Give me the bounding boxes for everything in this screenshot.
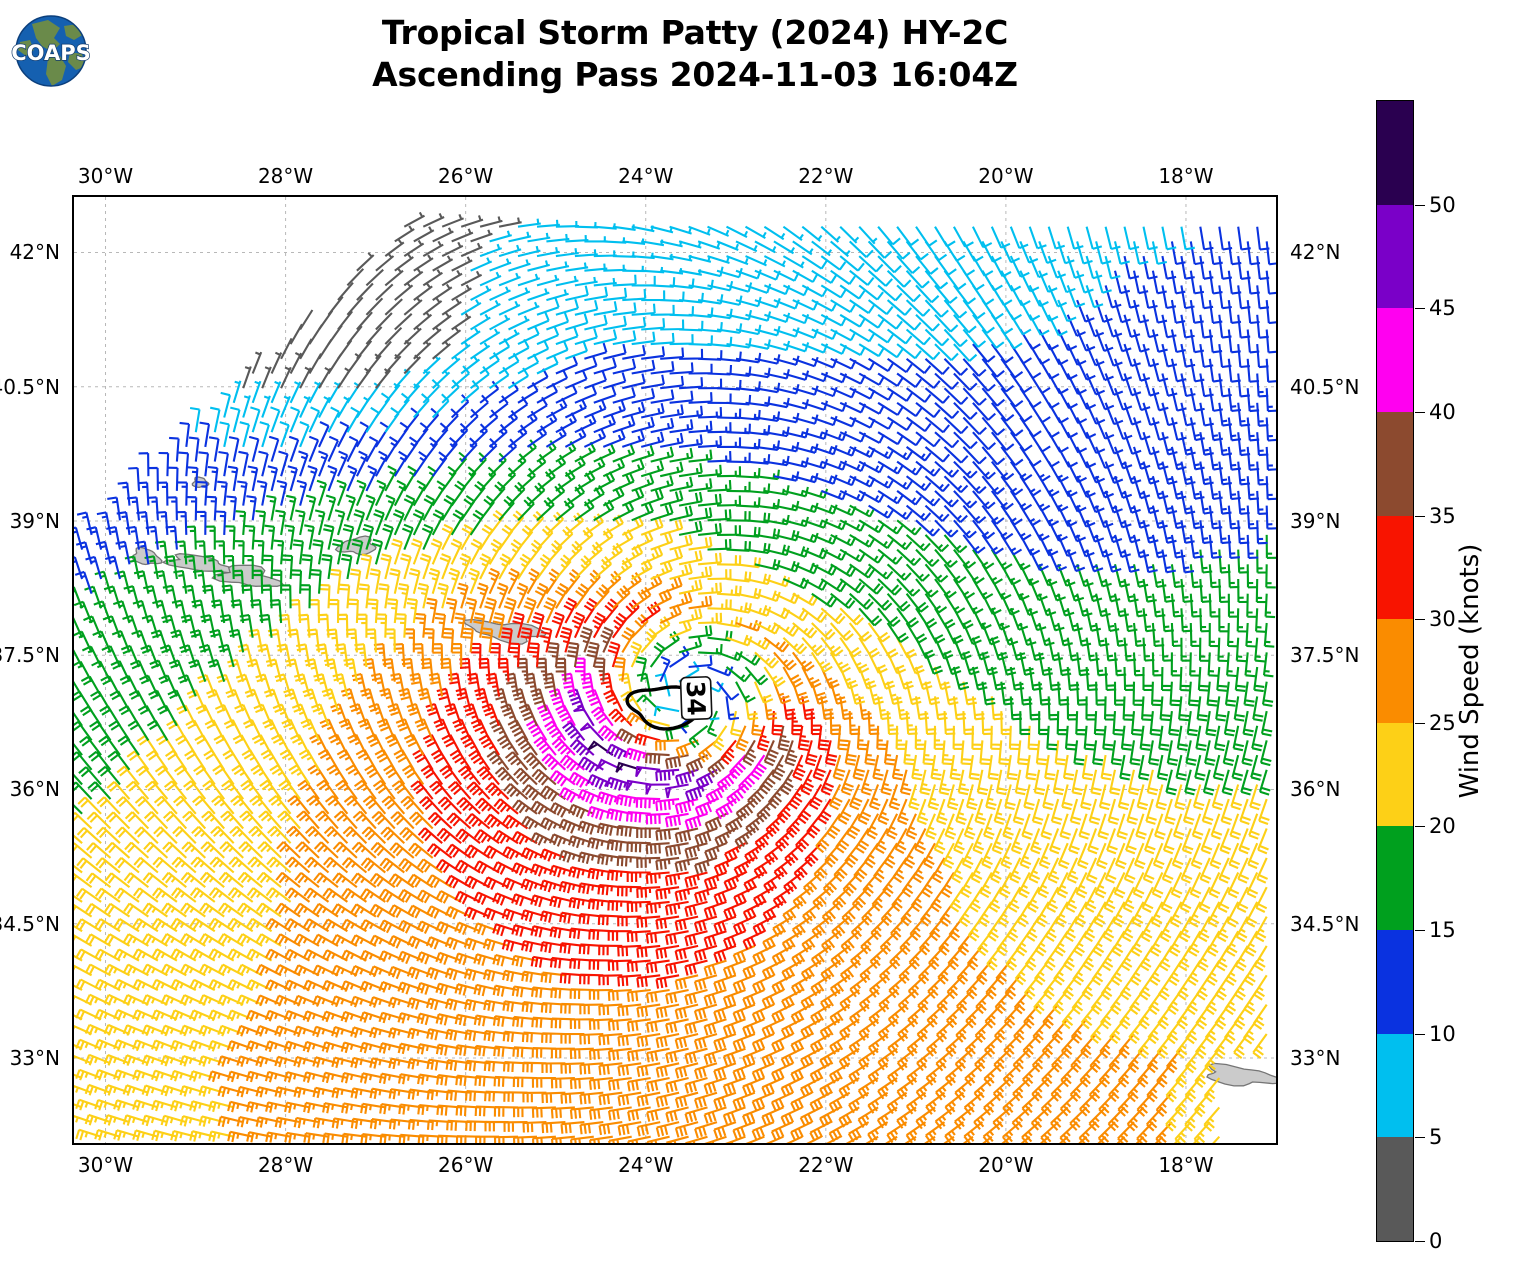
colorbar-tick-15 xyxy=(1415,930,1425,932)
colorbar-tick-label-0: 0 xyxy=(1429,1229,1443,1253)
title-line-1: Tropical Storm Patty (2024) HY-2C xyxy=(381,13,1009,52)
colorbar-segment-blue xyxy=(1377,930,1413,1034)
lat-tick-left-6: 33°N xyxy=(9,1045,60,1070)
figure-title: Tropical Storm Patty (2024) HY-2C Ascend… xyxy=(120,12,1270,96)
colorbar-tick-10 xyxy=(1415,1033,1425,1035)
lon-tick-bottom-3: 24°W xyxy=(618,1153,674,1177)
lon-tick-top-4: 22°W xyxy=(798,164,854,188)
map-plot-area: 34 xyxy=(72,195,1278,1145)
lat-tick-right-5: 34.5°N xyxy=(1290,911,1360,936)
lat-tick-right-2: 39°N xyxy=(1290,508,1341,533)
coaps-logo-text: COAPS xyxy=(11,41,90,65)
lat-tick-left-5: 34.5°N xyxy=(0,911,60,936)
colorbar-segment-green xyxy=(1377,826,1413,930)
lon-tick-bottom-6: 18°W xyxy=(1158,1153,1214,1177)
lon-tick-top-5: 20°W xyxy=(978,164,1034,188)
colorbar-tick-label-35: 35 xyxy=(1429,503,1456,528)
lon-tick-top-6: 18°W xyxy=(1158,164,1214,188)
colorbar-tick-label-30: 30 xyxy=(1429,607,1456,632)
lon-tick-top-3: 24°W xyxy=(618,164,674,188)
colorbar-tick-30 xyxy=(1415,619,1425,621)
colorbar-segment-purple xyxy=(1377,204,1413,309)
colorbar-tick-5 xyxy=(1415,1137,1425,1139)
lon-tick-bottom-5: 20°W xyxy=(978,1153,1034,1177)
colorbar-tick-label-45: 45 xyxy=(1429,296,1456,321)
colorbar-title: Wind Speed (knots) xyxy=(1455,543,1485,799)
colorbar-tick-label-5: 5 xyxy=(1429,1125,1443,1150)
colorbar-tick-label-40: 40 xyxy=(1429,399,1456,424)
colorbar-segment-red xyxy=(1377,515,1413,620)
colorbar-tick-25 xyxy=(1415,722,1425,724)
lon-tick-bottom-4: 22°W xyxy=(798,1153,854,1177)
lat-tick-right-3: 37.5°N xyxy=(1290,643,1360,668)
lat-tick-left-4: 36°N xyxy=(9,777,60,802)
colorbar-tick-label-50: 50 xyxy=(1429,192,1456,217)
wind-barb-field: 34 xyxy=(74,197,1276,1143)
lon-tick-bottom-0: 30°W xyxy=(77,1153,134,1177)
lon-tick-top-2: 26°W xyxy=(438,164,494,188)
colorbar-tick-label-15: 15 xyxy=(1429,918,1456,943)
colorbar-segment-dark-purple xyxy=(1377,101,1413,205)
colorbar-segment-orange xyxy=(1377,619,1413,723)
colorbar-segment-cyan xyxy=(1377,1033,1413,1138)
coaps-logo: COAPS xyxy=(8,8,94,94)
colorbar-tick-label-10: 10 xyxy=(1429,1021,1456,1046)
lat-tick-right-6: 33°N xyxy=(1290,1045,1341,1070)
landmass-polygons xyxy=(131,476,1276,1087)
lat-tick-left-2: 39°N xyxy=(9,508,60,533)
svg-text:34: 34 xyxy=(681,680,711,716)
colorbar-segment-magenta xyxy=(1377,308,1413,412)
colorbar-tick-0 xyxy=(1415,1241,1425,1242)
wind-radius-contour-label: 34 xyxy=(679,676,713,721)
colorbar-tick-20 xyxy=(1415,826,1425,828)
lat-tick-left-1: 40.5°N xyxy=(0,374,60,399)
lon-tick-bottom-2: 26°W xyxy=(438,1153,494,1177)
lat-tick-left-3: 37.5°N xyxy=(0,643,60,668)
colorbar-segment-gray xyxy=(1377,1137,1413,1241)
lat-tick-right-1: 40.5°N xyxy=(1290,374,1360,399)
lon-tick-top-1: 28°W xyxy=(257,164,314,188)
colorbar-segment-brown xyxy=(1377,411,1413,516)
lon-tick-bottom-1: 28°W xyxy=(257,1153,314,1177)
lat-tick-right-4: 36°N xyxy=(1290,777,1341,802)
colorbar-tick-50 xyxy=(1415,204,1425,206)
colorbar-tick-label-25: 25 xyxy=(1429,710,1456,735)
colorbar-tick-label-20: 20 xyxy=(1429,814,1456,839)
colorbar-tick-45 xyxy=(1415,308,1425,310)
title-line-2: Ascending Pass 2024-11-03 16:04Z xyxy=(372,55,1018,94)
colorbar xyxy=(1376,100,1414,1242)
lon-tick-top-0: 30°W xyxy=(77,164,134,188)
wind-barbs xyxy=(74,211,1276,1143)
colorbar-segment-gold xyxy=(1377,722,1413,827)
lat-tick-left-0: 42°N xyxy=(9,240,60,265)
colorbar-tick-35 xyxy=(1415,515,1425,517)
lat-tick-right-0: 42°N xyxy=(1290,240,1341,265)
wind-radius-contour-34kt xyxy=(625,685,703,731)
colorbar-tick-40 xyxy=(1415,411,1425,413)
